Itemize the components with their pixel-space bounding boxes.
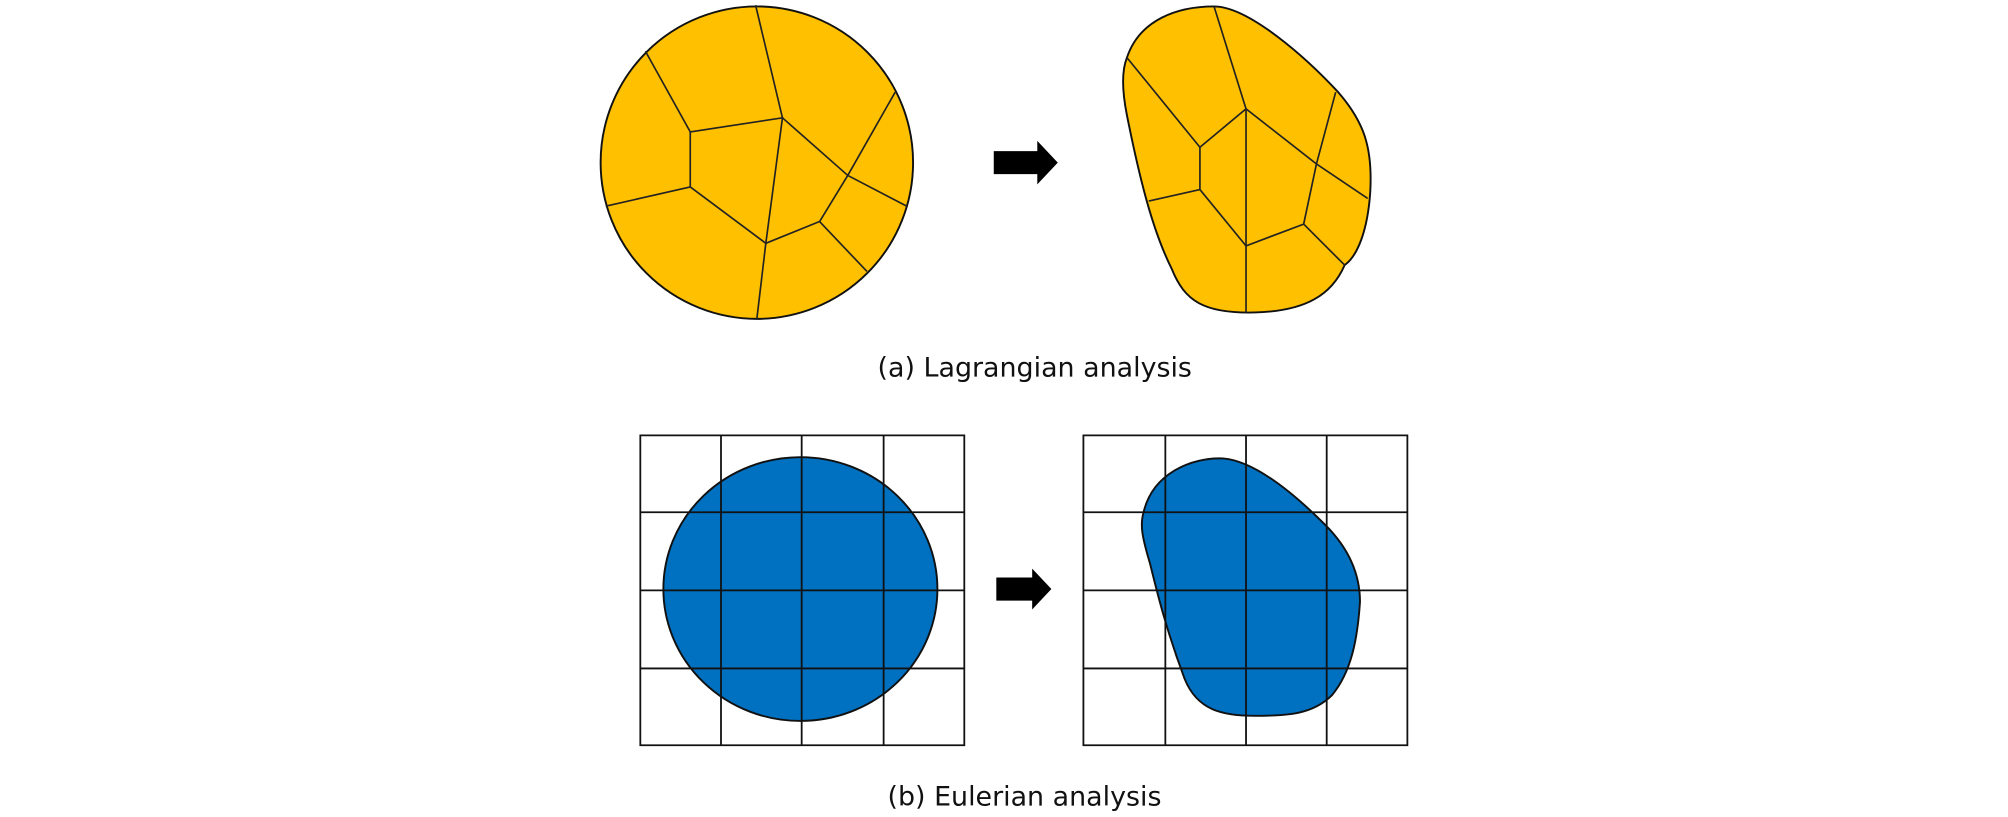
lagrangian-deformed	[1122, 5, 1372, 314]
caption: (b) Eulerian analysis	[888, 781, 1162, 812]
arrow	[993, 140, 1058, 185]
arrow	[996, 568, 1052, 610]
eulerian-deformed	[1082, 434, 1409, 747]
eulerian-original	[639, 434, 966, 747]
caption: (a) Lagrangian analysis	[878, 352, 1192, 383]
lagrangian-original	[599, 4, 915, 320]
